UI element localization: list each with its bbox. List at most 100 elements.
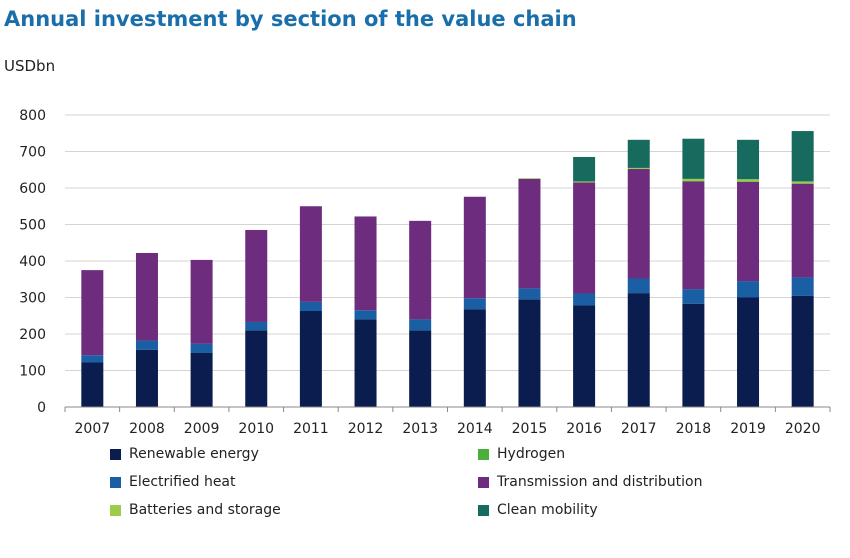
- bar-segment-electrified-heat: [627, 278, 650, 294]
- bars: [81, 131, 814, 407]
- x-tick-label: 2012: [348, 421, 384, 437]
- legend-swatch: [110, 448, 121, 460]
- x-tick-label: 2011: [293, 421, 329, 437]
- bar-segment-batteries-and-storage: [737, 179, 760, 182]
- legend-item: Clean mobility: [478, 502, 598, 518]
- bar-segment-transmission-and-distribution: [627, 169, 650, 279]
- bar-segment-transmission-and-distribution: [737, 181, 760, 282]
- x-tick-label: 2018: [676, 421, 712, 437]
- y-axis-unit-label: USDbn: [4, 57, 56, 75]
- legend-item: Electrified heat: [110, 474, 236, 490]
- bar-segment-transmission-and-distribution: [682, 181, 705, 290]
- y-tick-label: 100: [19, 364, 46, 380]
- bar-segment-electrified-heat: [463, 298, 486, 310]
- x-tick-label: 2008: [129, 421, 165, 437]
- bar-segment-electrified-heat: [190, 343, 213, 353]
- bar-segment-electrified-heat: [573, 293, 596, 306]
- y-tick-label: 800: [19, 108, 46, 124]
- bar-segment-clean-mobility: [791, 131, 814, 182]
- bar-segment-clean-mobility: [573, 156, 596, 182]
- bar-segment-hydrogen: [682, 181, 705, 182]
- y-tick-label: 200: [19, 327, 46, 343]
- bar-segment-electrified-heat: [299, 301, 322, 312]
- bar-segment-transmission-and-distribution: [135, 252, 158, 341]
- bar-segment-transmission-and-distribution: [245, 229, 268, 322]
- bar-segment-hydrogen: [737, 181, 760, 182]
- bar-segment-batteries-and-storage: [682, 178, 705, 182]
- bar-segment-batteries-and-storage: [573, 181, 596, 183]
- legend-swatch: [110, 504, 121, 516]
- bar-segment-electrified-heat: [245, 321, 268, 331]
- x-tick-label: 2010: [238, 421, 274, 437]
- bar-segment-renewable-energy: [682, 303, 705, 407]
- bar-segment-batteries-and-storage: [518, 178, 541, 179]
- bar-segment-renewable-energy: [190, 352, 213, 407]
- x-tick-label: 2017: [621, 421, 657, 437]
- legend-label: Renewable energy: [129, 446, 259, 462]
- x-tick-label: 2015: [512, 421, 548, 437]
- bar-segment-renewable-energy: [135, 349, 158, 407]
- chart-title: Annual investment by section of the valu…: [4, 7, 577, 31]
- legend-item: Hydrogen: [478, 446, 565, 462]
- legend-label: Transmission and distribution: [497, 474, 703, 490]
- bar-segment-transmission-and-distribution: [791, 183, 814, 278]
- bar-segment-electrified-heat: [81, 355, 104, 363]
- legend-swatch: [478, 504, 489, 516]
- bar-segment-renewable-energy: [354, 319, 377, 407]
- bar-segment-electrified-heat: [791, 277, 814, 296]
- x-tick-label: 2013: [402, 421, 438, 437]
- x-tick-label: 2019: [730, 421, 766, 437]
- bar-segment-electrified-heat: [354, 310, 377, 320]
- y-tick-label: 300: [19, 291, 46, 307]
- legend-item: Batteries and storage: [110, 502, 281, 518]
- y-tick-label: 500: [19, 218, 46, 234]
- bar-segment-renewable-energy: [81, 362, 104, 407]
- bar-segment-transmission-and-distribution: [573, 182, 596, 294]
- bar-segment-electrified-heat: [518, 288, 541, 300]
- legend-swatch: [478, 448, 489, 460]
- bar-segment-clean-mobility: [627, 139, 650, 168]
- y-tick-label: 0: [37, 400, 46, 416]
- bar-segment-renewable-energy: [463, 309, 486, 407]
- y-tick-label: 600: [19, 181, 46, 197]
- bar-segment-transmission-and-distribution: [354, 216, 377, 311]
- bar-segment-hydrogen: [791, 183, 814, 184]
- bar-segment-renewable-energy: [791, 295, 814, 407]
- x-tick-label: 2014: [457, 421, 493, 437]
- legend-label: Hydrogen: [497, 446, 566, 462]
- bar-segment-electrified-heat: [409, 319, 432, 331]
- bar-segment-transmission-and-distribution: [299, 206, 322, 302]
- legend-item: Transmission and distribution: [478, 474, 702, 490]
- x-tick-label: 2007: [75, 421, 111, 437]
- x-tick-labels: 2007 2008 2009 2010 2011 2012 2013 2014 2015 2016…: [64, 407, 831, 437]
- bar-segment-renewable-energy: [245, 330, 268, 407]
- bar-segment-renewable-energy: [573, 305, 596, 407]
- x-tick-label: 2009: [184, 421, 220, 437]
- bar-segment-batteries-and-storage: [627, 167, 650, 170]
- legend-label: Batteries and storage: [129, 502, 281, 518]
- bar-segment-clean-mobility: [737, 139, 760, 180]
- y-tick-labels: 0 100 200 300 400 500 600 700 800: [19, 108, 46, 416]
- legend-item: Renewable energy: [110, 446, 259, 462]
- bar-segment-renewable-energy: [518, 299, 541, 407]
- bar-segment-transmission-and-distribution: [463, 196, 486, 299]
- bar-segment-electrified-heat: [737, 281, 760, 298]
- bar-segment-electrified-heat: [682, 289, 705, 304]
- legend-swatch: [478, 476, 489, 488]
- bar-segment-transmission-and-distribution: [409, 220, 432, 320]
- legend-label: Electrified heat: [129, 474, 236, 490]
- y-tick-label: 700: [19, 145, 46, 161]
- bar-segment-renewable-energy: [627, 293, 650, 407]
- bar-segment-transmission-and-distribution: [190, 259, 213, 344]
- bar-segment-transmission-and-distribution: [81, 270, 104, 356]
- bar-segment-transmission-and-distribution: [518, 178, 541, 289]
- legend-swatch: [110, 476, 121, 488]
- legend-label: Clean mobility: [497, 502, 598, 518]
- bar-segment-renewable-energy: [737, 297, 760, 407]
- bar-segment-clean-mobility: [682, 138, 705, 179]
- x-tick-label: 2016: [566, 421, 602, 437]
- bar-segment-electrified-heat: [135, 340, 158, 350]
- x-tick-label: 2020: [785, 421, 821, 437]
- y-tick-label: 400: [19, 254, 46, 270]
